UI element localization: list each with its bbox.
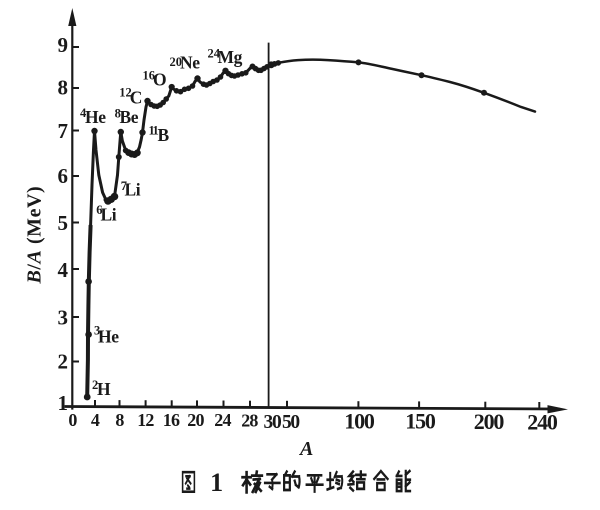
svg-text:20: 20 [170, 55, 183, 69]
svg-text:150: 150 [405, 409, 436, 434]
svg-text:B: B [158, 125, 170, 145]
svg-text:12: 12 [137, 410, 154, 430]
svg-text:12: 12 [119, 86, 132, 100]
svg-text:16: 16 [163, 410, 180, 430]
svg-text:24: 24 [214, 410, 231, 430]
svg-text:5: 5 [58, 211, 69, 235]
svg-text:2: 2 [92, 378, 98, 392]
svg-text:O: O [153, 70, 166, 90]
svg-text:28: 28 [241, 411, 258, 431]
svg-text:4: 4 [58, 258, 69, 282]
svg-text:4: 4 [91, 410, 100, 430]
svg-text:6: 6 [96, 203, 102, 217]
svg-text:7: 7 [121, 179, 127, 193]
svg-text:8: 8 [58, 76, 69, 100]
svg-text:7: 7 [58, 119, 69, 143]
svg-text:3: 3 [58, 306, 69, 330]
svg-text:9: 9 [58, 33, 69, 57]
svg-text:3: 3 [94, 324, 100, 338]
svg-text:H: H [97, 379, 111, 399]
svg-text:1: 1 [58, 391, 69, 415]
svg-text:50: 50 [282, 412, 299, 433]
svg-text:16: 16 [143, 69, 156, 83]
svg-text:240: 240 [527, 410, 558, 435]
svg-text:100: 100 [344, 409, 375, 434]
svg-text:30: 30 [264, 412, 281, 433]
svg-text:He: He [98, 327, 119, 347]
svg-text:2: 2 [58, 350, 69, 374]
svg-text:4: 4 [80, 106, 87, 120]
svg-text:C: C [130, 88, 142, 108]
svg-text:A: A [298, 438, 313, 460]
svg-text:24: 24 [208, 47, 221, 61]
svg-text:200: 200 [474, 409, 505, 434]
svg-text:Mg: Mg [218, 47, 243, 67]
svg-text:Be: Be [120, 107, 139, 127]
svg-text:11: 11 [149, 124, 159, 138]
svg-text:8: 8 [115, 410, 124, 430]
svg-text:0: 0 [68, 410, 77, 430]
svg-text:He: He [85, 107, 106, 127]
svg-text:Li: Li [101, 205, 117, 225]
svg-text:Ne: Ne [180, 53, 200, 73]
svg-text:8: 8 [115, 107, 121, 121]
svg-text:20: 20 [187, 410, 204, 430]
svg-text:1: 1 [210, 468, 223, 497]
svg-text:Li: Li [125, 179, 141, 199]
svg-text:B/A (MeV): B/A (MeV) [24, 186, 46, 285]
svg-text:6: 6 [58, 164, 69, 188]
